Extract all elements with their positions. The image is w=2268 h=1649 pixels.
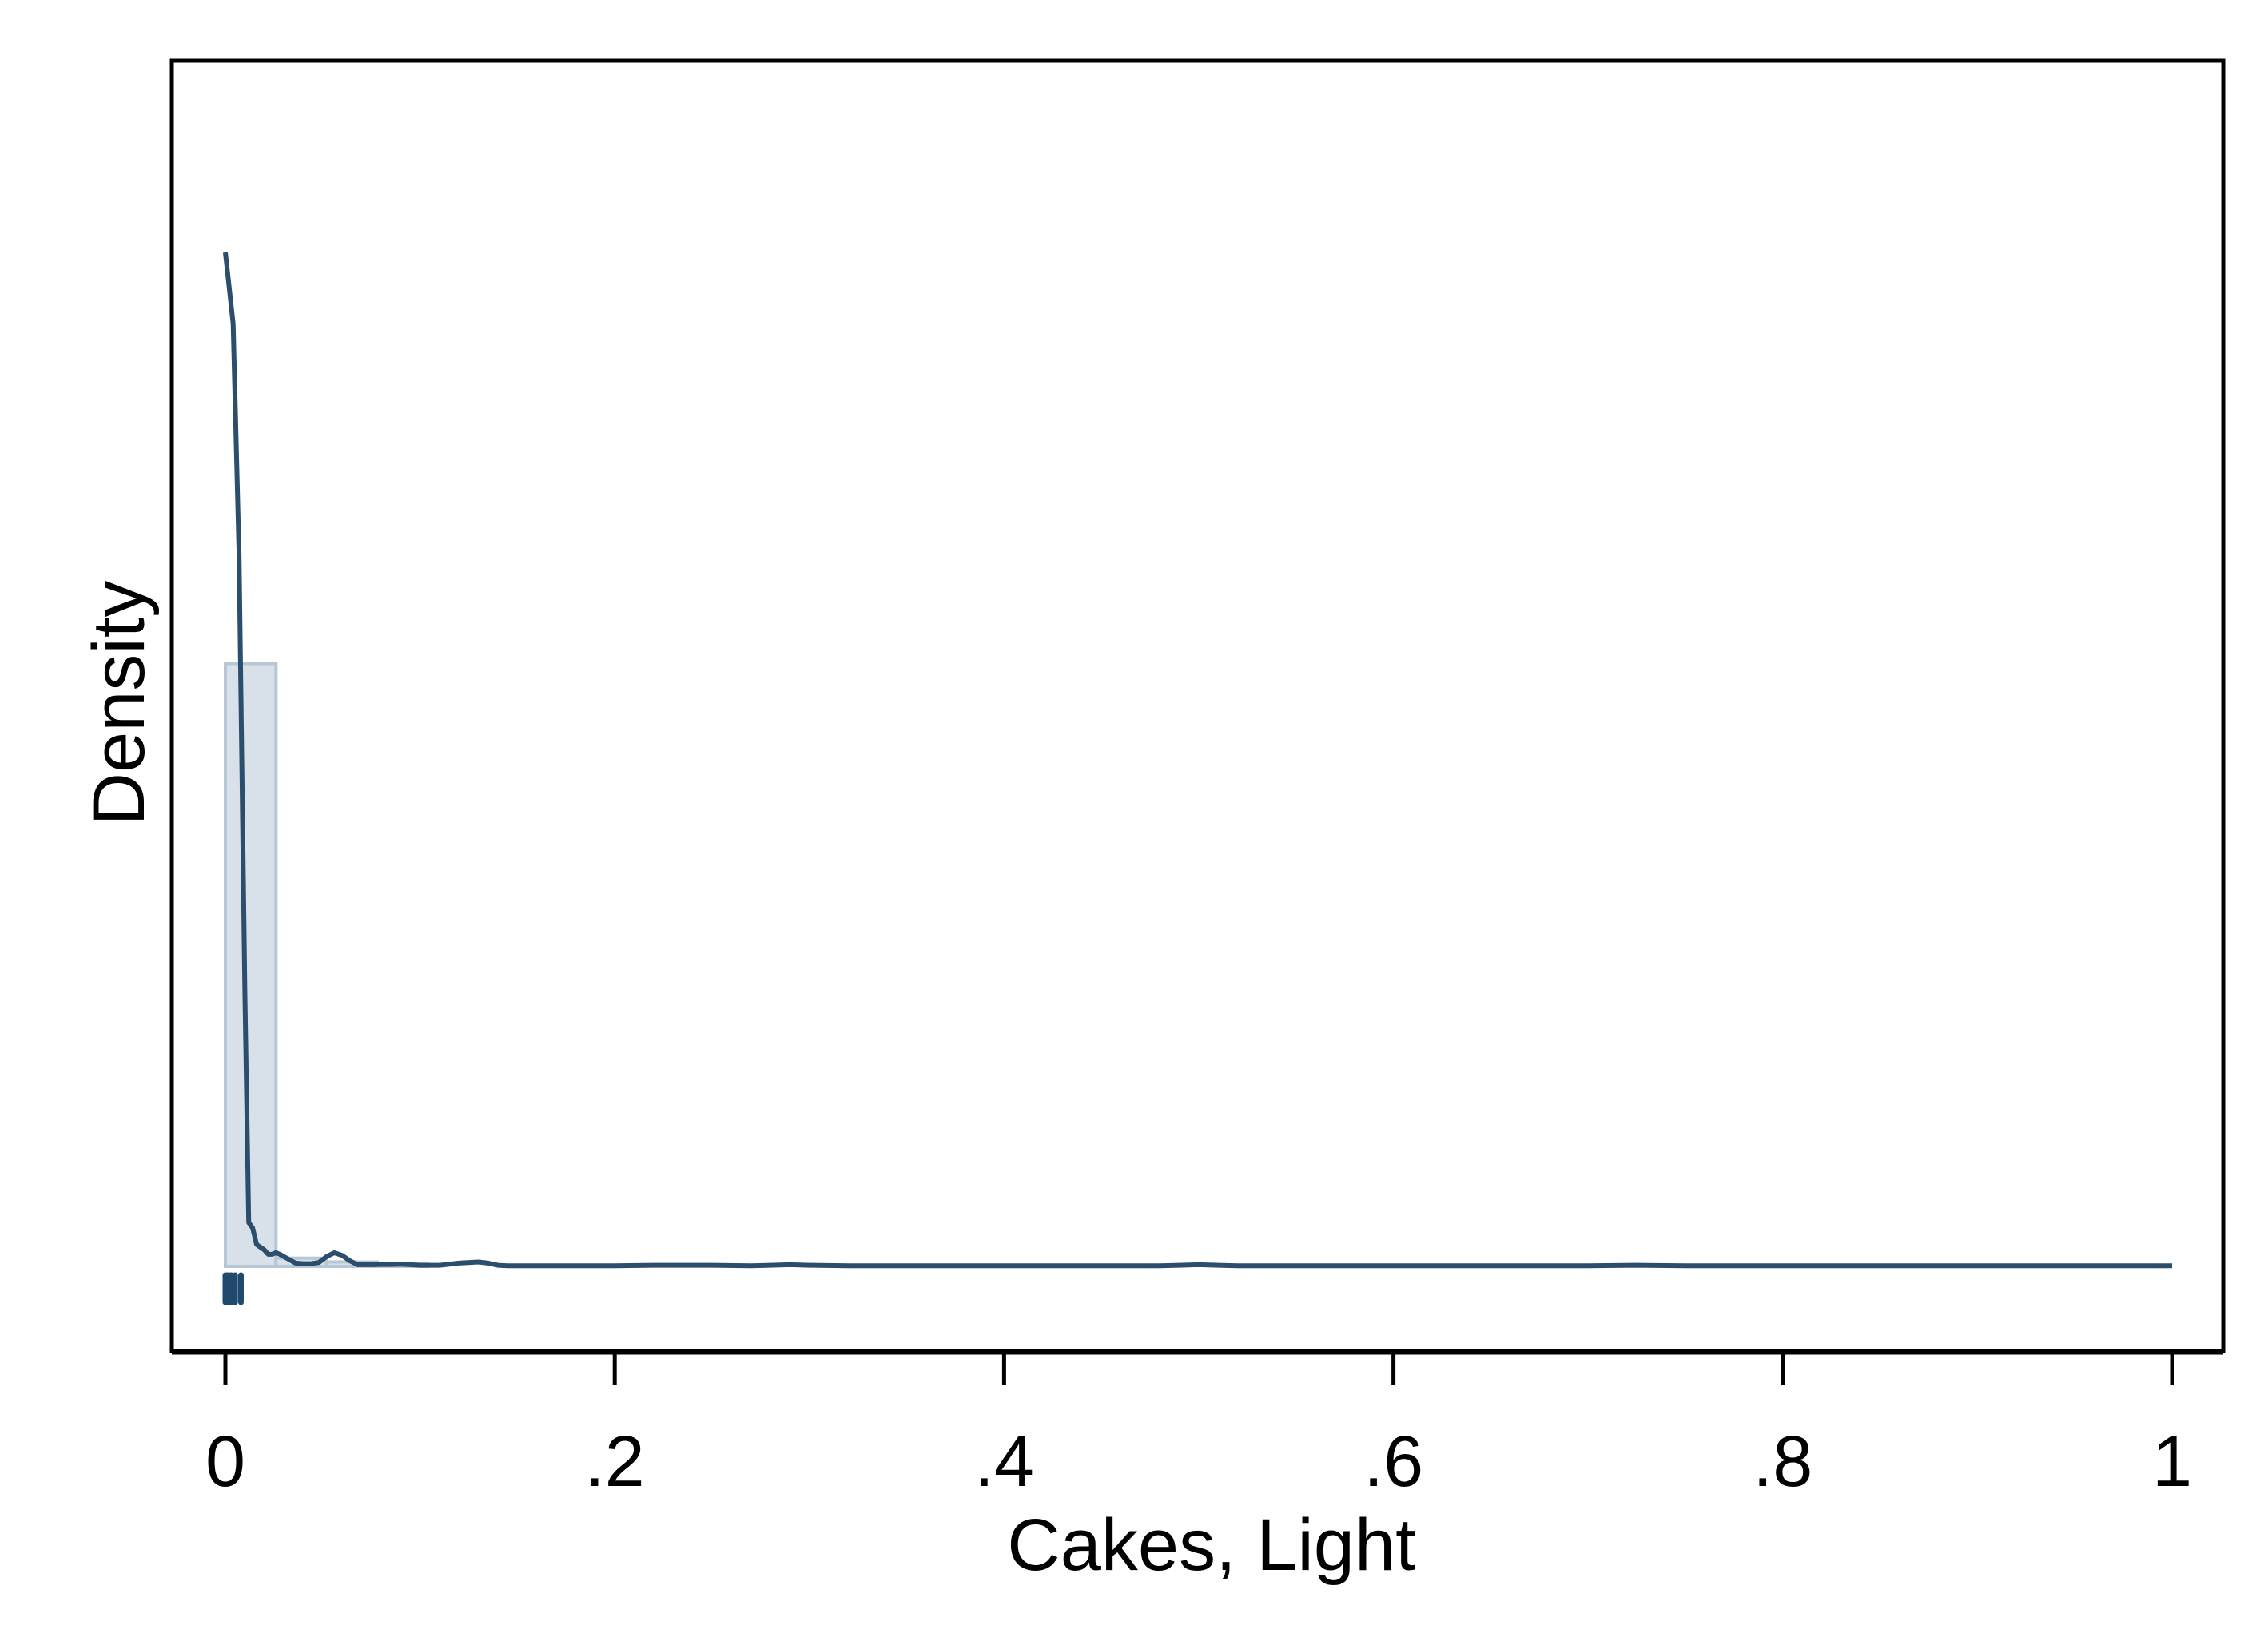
histogram-bar-0 — [224, 662, 278, 1268]
density-curve-group — [223, 252, 2172, 1269]
x-tick-label-1: .2 — [585, 1422, 645, 1502]
x-tick-label-5: 1 — [2152, 1422, 2192, 1502]
x-tick-label-2: .4 — [974, 1422, 1034, 1502]
density-curve — [223, 252, 2172, 1269]
y-axis-title: Density — [78, 581, 160, 826]
x-tick-label-3: .6 — [1363, 1422, 1423, 1502]
x-axis-ticks: 0 .2 .4 .6 .8 1 — [205, 1353, 2192, 1502]
x-tick-label-0: 0 — [205, 1422, 245, 1502]
x-tick-label-4: .8 — [1753, 1422, 1812, 1502]
rug-plot — [222, 1272, 244, 1305]
x-axis-title: Cakes, Light — [1007, 1504, 1415, 1586]
histogram-bars — [224, 662, 430, 1268]
